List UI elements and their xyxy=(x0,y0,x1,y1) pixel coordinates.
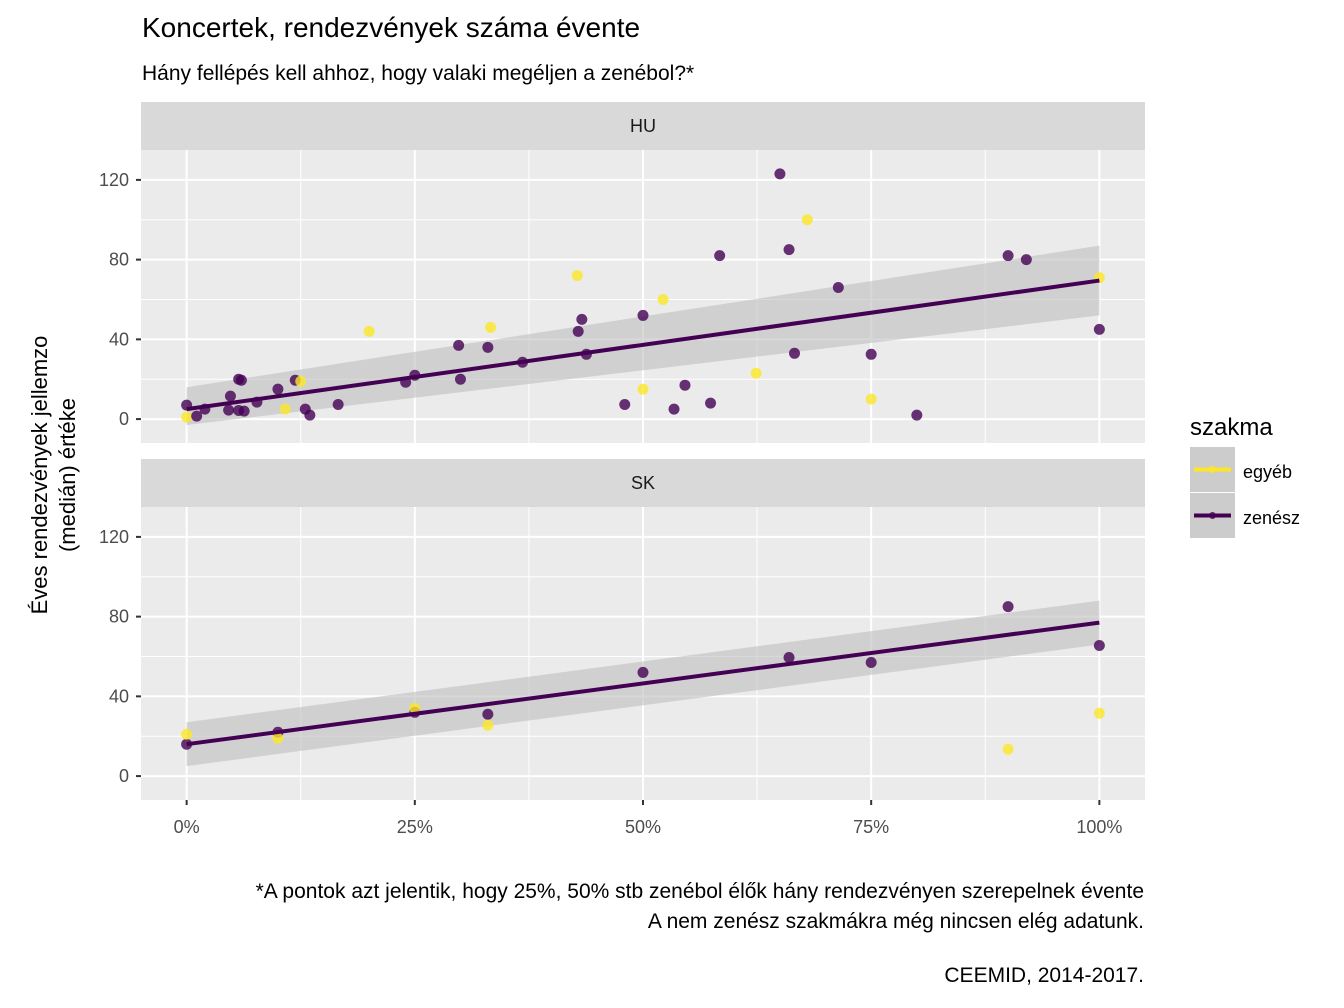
data-point-egyeb xyxy=(637,383,649,395)
x-tick-label: 50% xyxy=(625,817,661,837)
data-point-zenesz xyxy=(1020,254,1032,266)
data-point-zenesz xyxy=(572,325,584,337)
y-tick-label: 40 xyxy=(109,686,129,706)
x-tick-label: 0% xyxy=(174,817,200,837)
data-point-egyeb xyxy=(485,321,497,333)
data-point-zenesz xyxy=(453,339,465,351)
x-tick-label: 100% xyxy=(1076,817,1122,837)
x-tick-label: 25% xyxy=(397,817,433,837)
data-point-zenesz xyxy=(637,666,649,678)
data-point-egyeb xyxy=(801,214,813,226)
y-tick-label: 0 xyxy=(119,766,129,786)
data-point-zenesz xyxy=(1093,640,1105,652)
data-point-zenesz xyxy=(576,313,588,325)
data-point-egyeb xyxy=(750,367,762,379)
data-point-egyeb xyxy=(181,411,193,423)
data-point-egyeb xyxy=(865,393,877,405)
y-tick-label: 40 xyxy=(109,329,129,349)
data-point-zenesz xyxy=(705,397,717,409)
facet-panel-hu: HU 0 40 80 120 xyxy=(99,102,1145,443)
data-point-zenesz xyxy=(454,373,466,385)
legend-key-zenesz xyxy=(1190,493,1235,538)
caption-note-2: A nem zenész szakmákra még nincsen elég … xyxy=(647,910,1144,933)
data-point-egyeb xyxy=(571,270,583,282)
caption-note-1: *A pontok azt jelentik, hogy 25%, 50% st… xyxy=(255,880,1144,903)
data-point-egyeb xyxy=(295,375,307,387)
facet-panel-sk: SK 0 40 80 120 xyxy=(99,459,1145,800)
data-point-zenesz xyxy=(865,348,877,360)
chart-title: Koncertek, rendezvények száma évente xyxy=(142,12,641,43)
data-point-zenesz xyxy=(332,399,344,411)
data-point-egyeb xyxy=(272,732,284,744)
data-point-egyeb xyxy=(181,728,193,740)
y-tick-label: 80 xyxy=(109,250,129,270)
x-tick-label: 75% xyxy=(853,817,889,837)
y-tick-label: 80 xyxy=(109,607,129,627)
data-point-zenesz xyxy=(191,410,203,422)
facet-strip-label: HU xyxy=(630,116,656,136)
y-tick-label: 0 xyxy=(119,409,129,429)
data-point-zenesz xyxy=(224,390,236,402)
data-point-zenesz xyxy=(1002,250,1014,262)
data-point-zenesz xyxy=(679,379,691,391)
facet-strip xyxy=(141,102,1145,150)
data-point-zenesz xyxy=(272,383,284,395)
data-point-zenesz xyxy=(1002,601,1014,613)
facet-strip xyxy=(141,459,1145,507)
data-point-zenesz xyxy=(865,656,877,668)
chart-subtitle: Hány fellépés kell ahhoz, hogy valaki me… xyxy=(142,62,695,85)
caption-source: CEEMID, 2014-2017. xyxy=(944,964,1144,987)
data-point-zenesz xyxy=(619,399,631,411)
legend-title: szakma xyxy=(1190,414,1273,441)
data-point-zenesz xyxy=(235,374,247,386)
data-point-egyeb xyxy=(657,293,669,305)
facet-strip-label: SK xyxy=(631,473,655,493)
data-point-zenesz xyxy=(238,405,250,417)
data-point-zenesz xyxy=(783,651,795,663)
data-point-egyeb xyxy=(482,719,494,731)
data-point-zenesz xyxy=(789,347,801,359)
legend-key-egyeb xyxy=(1190,447,1235,492)
legend-label-egyeb: egyéb xyxy=(1243,462,1293,482)
data-point-egyeb xyxy=(409,702,421,714)
trend-line xyxy=(186,620,1100,747)
data-point-zenesz xyxy=(832,282,844,294)
y-tick-label: 120 xyxy=(99,170,129,190)
trend-line xyxy=(186,278,1100,412)
data-point-zenesz xyxy=(714,250,726,262)
data-point-zenesz xyxy=(304,409,316,421)
data-point-zenesz xyxy=(482,341,494,353)
data-point-zenesz xyxy=(482,708,494,720)
data-point-zenesz xyxy=(1093,323,1105,335)
data-point-zenesz xyxy=(783,244,795,256)
data-point-zenesz xyxy=(668,403,680,415)
data-point-egyeb xyxy=(363,325,375,337)
data-point-egyeb xyxy=(1093,707,1105,719)
data-point-zenesz xyxy=(637,309,649,321)
data-point-egyeb xyxy=(279,403,291,415)
y-tick-label: 120 xyxy=(99,527,129,547)
data-point-zenesz xyxy=(774,168,786,180)
data-point-zenesz xyxy=(223,404,235,416)
data-point-zenesz xyxy=(911,409,923,421)
legend-label-zenesz: zenész xyxy=(1243,508,1301,528)
data-point-egyeb xyxy=(1002,743,1014,755)
